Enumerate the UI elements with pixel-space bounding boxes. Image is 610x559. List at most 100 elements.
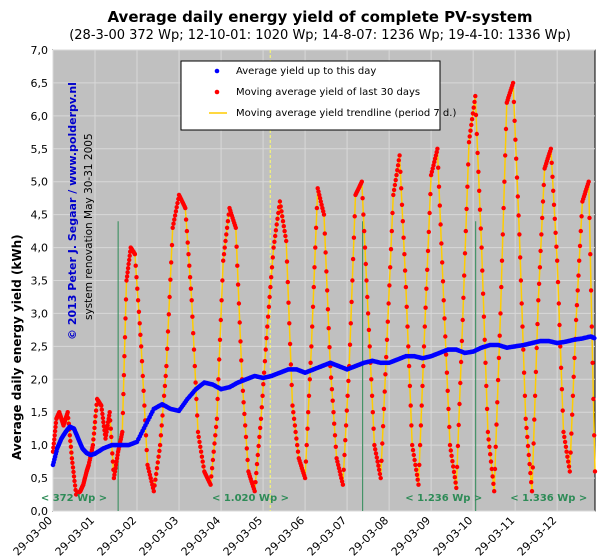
- moving-average-point: [148, 475, 153, 481]
- moving-average-point: [512, 118, 517, 124]
- moving-average-point: [350, 256, 356, 262]
- moving-average-point: [143, 433, 149, 438]
- moving-average-point: [196, 434, 201, 440]
- moving-average-point: [243, 423, 248, 428]
- moving-average-point: [372, 442, 377, 448]
- moving-average-point: [433, 153, 439, 158]
- moving-average-point: [578, 228, 583, 234]
- moving-average-point: [212, 441, 217, 446]
- moving-average-point: [414, 472, 420, 477]
- moving-average-point: [405, 324, 410, 329]
- moving-average-point: [218, 317, 223, 323]
- moving-average-point: [480, 291, 486, 296]
- moving-average-point: [369, 393, 375, 398]
- moving-average-point: [551, 188, 556, 193]
- moving-average-point: [185, 240, 190, 245]
- moving-average-point: [138, 332, 143, 337]
- moving-average-point: [485, 429, 491, 435]
- moving-average-point: [122, 335, 128, 340]
- moving-average-point: [586, 179, 591, 184]
- moving-average-point: [324, 269, 329, 274]
- moving-average-point: [559, 387, 565, 392]
- moving-average-point: [183, 205, 188, 211]
- moving-average-point: [295, 442, 300, 448]
- moving-average-point: [467, 134, 472, 139]
- moving-average-point: [558, 365, 564, 370]
- moving-average-point: [169, 242, 175, 248]
- moving-average-point: [339, 475, 344, 481]
- moving-average-point: [147, 472, 153, 477]
- moving-average-point: [495, 400, 500, 405]
- moving-average-point: [211, 449, 216, 454]
- moving-average-point: [306, 410, 311, 415]
- moving-average-point: [536, 298, 541, 303]
- y-tick-label: 7,0: [31, 44, 49, 57]
- moving-average-point: [154, 471, 159, 477]
- moving-average-point: [311, 284, 316, 290]
- x-tick-label: 29-03-04: [179, 514, 224, 559]
- moving-average-point: [587, 215, 592, 221]
- moving-average-point: [420, 383, 425, 389]
- moving-average-point: [379, 458, 384, 463]
- moving-average-point: [344, 408, 349, 413]
- moving-average-point: [346, 378, 351, 384]
- moving-average-point: [554, 244, 559, 249]
- moving-average-point: [573, 317, 579, 323]
- moving-average-point: [570, 412, 575, 417]
- moving-average-point: [486, 437, 491, 442]
- moving-average-point: [125, 270, 130, 275]
- moving-average-point: [397, 153, 402, 158]
- moving-average-point: [548, 146, 554, 151]
- moving-average-point: [108, 418, 113, 423]
- moving-average-point: [459, 338, 465, 344]
- moving-average-point: [157, 448, 162, 454]
- moving-average-point: [317, 192, 322, 198]
- moving-average-point: [488, 452, 493, 457]
- moving-average-point: [373, 447, 378, 452]
- moving-average-point: [531, 441, 536, 446]
- moving-average-point: [332, 421, 337, 426]
- moving-average-point: [327, 345, 332, 350]
- moving-average-point: [243, 434, 249, 440]
- moving-average-point: [127, 257, 132, 263]
- moving-average-point: [222, 245, 227, 250]
- moving-average-point: [217, 337, 223, 342]
- moving-average-point: [347, 342, 353, 347]
- moving-average-point: [533, 369, 539, 375]
- moving-average-point: [446, 406, 451, 412]
- moving-average-point: [572, 355, 577, 361]
- moving-average-point: [127, 253, 132, 258]
- moving-average-point: [460, 317, 465, 323]
- capacity-period-labels: < 372 Wp > < 1.020 Wp > < 1.236 Wp > < 1.33…: [41, 493, 587, 504]
- moving-average-point: [336, 462, 341, 468]
- moving-average-point: [72, 478, 77, 484]
- moving-average-point: [114, 459, 119, 464]
- moving-average-point: [444, 370, 450, 375]
- moving-average-point: [465, 184, 470, 189]
- moving-average-point: [261, 370, 267, 375]
- moving-average-point: [52, 437, 57, 442]
- moving-average-point: [537, 265, 543, 270]
- moving-average-point: [284, 238, 289, 244]
- moving-average-point: [558, 344, 563, 349]
- moving-average-point: [287, 341, 293, 347]
- moving-average-point: [432, 159, 437, 165]
- moving-average-point: [384, 354, 389, 360]
- moving-average-point: [524, 425, 529, 431]
- moving-average-point: [159, 423, 164, 428]
- moving-average-point: [112, 472, 117, 477]
- moving-average-point: [163, 373, 168, 379]
- moving-average-point: [591, 396, 596, 402]
- y-axis-ticks: 0,0 0,5 1,0 1,5 2,0 2,5 3,0 3,5 4,0 4,5 5,0 5,5 6,0 6…: [31, 44, 49, 518]
- moving-average-point: [235, 282, 241, 287]
- moving-average-point: [121, 373, 127, 378]
- y-tick-label: 1,5: [31, 406, 49, 419]
- moving-average-point: [321, 212, 327, 217]
- moving-average-point: [402, 252, 407, 257]
- moving-average-point: [335, 459, 340, 464]
- moving-average-point: [99, 403, 104, 408]
- moving-average-point: [391, 187, 397, 193]
- moving-average-point: [562, 434, 567, 440]
- moving-average-point: [168, 277, 173, 282]
- y-tick-label: 3,0: [31, 307, 49, 320]
